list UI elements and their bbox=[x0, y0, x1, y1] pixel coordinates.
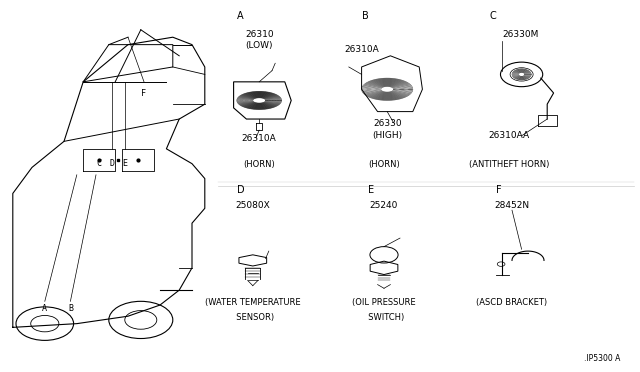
Text: C: C bbox=[490, 10, 497, 20]
Text: 25240: 25240 bbox=[370, 201, 398, 210]
Text: 26310A: 26310A bbox=[344, 45, 379, 54]
Text: (HIGH): (HIGH) bbox=[372, 131, 403, 140]
Text: (WATER TEMPERATURE: (WATER TEMPERATURE bbox=[205, 298, 301, 307]
Text: D: D bbox=[237, 185, 244, 195]
Text: 25080X: 25080X bbox=[236, 201, 270, 210]
Text: (HORN): (HORN) bbox=[243, 160, 275, 169]
Text: (OIL PRESSURE: (OIL PRESSURE bbox=[352, 298, 416, 307]
Text: D: D bbox=[109, 159, 115, 168]
Text: 28452N: 28452N bbox=[495, 201, 529, 210]
Text: A: A bbox=[237, 10, 243, 20]
Text: F: F bbox=[141, 89, 147, 97]
Text: A: A bbox=[42, 304, 47, 313]
Text: (LOW): (LOW) bbox=[246, 41, 273, 50]
Text: 26330: 26330 bbox=[373, 119, 401, 128]
Text: F: F bbox=[496, 185, 502, 195]
Text: B: B bbox=[362, 10, 369, 20]
Text: .IP5300 A: .IP5300 A bbox=[584, 354, 621, 363]
Text: C: C bbox=[97, 159, 102, 168]
Text: 26310A: 26310A bbox=[242, 134, 276, 143]
Text: B: B bbox=[68, 304, 73, 313]
Text: 26310AA: 26310AA bbox=[488, 131, 529, 140]
Text: 26330M: 26330M bbox=[502, 30, 539, 39]
Text: (HORN): (HORN) bbox=[368, 160, 400, 169]
Text: E: E bbox=[122, 159, 127, 168]
Text: (ASCD BRACKET): (ASCD BRACKET) bbox=[476, 298, 548, 307]
Text: E: E bbox=[368, 185, 374, 195]
Text: 26310: 26310 bbox=[245, 30, 273, 39]
Text: SWITCH): SWITCH) bbox=[364, 313, 404, 322]
Text: SENSOR): SENSOR) bbox=[231, 313, 275, 322]
Text: (ANTITHEFT HORN): (ANTITHEFT HORN) bbox=[468, 160, 549, 169]
